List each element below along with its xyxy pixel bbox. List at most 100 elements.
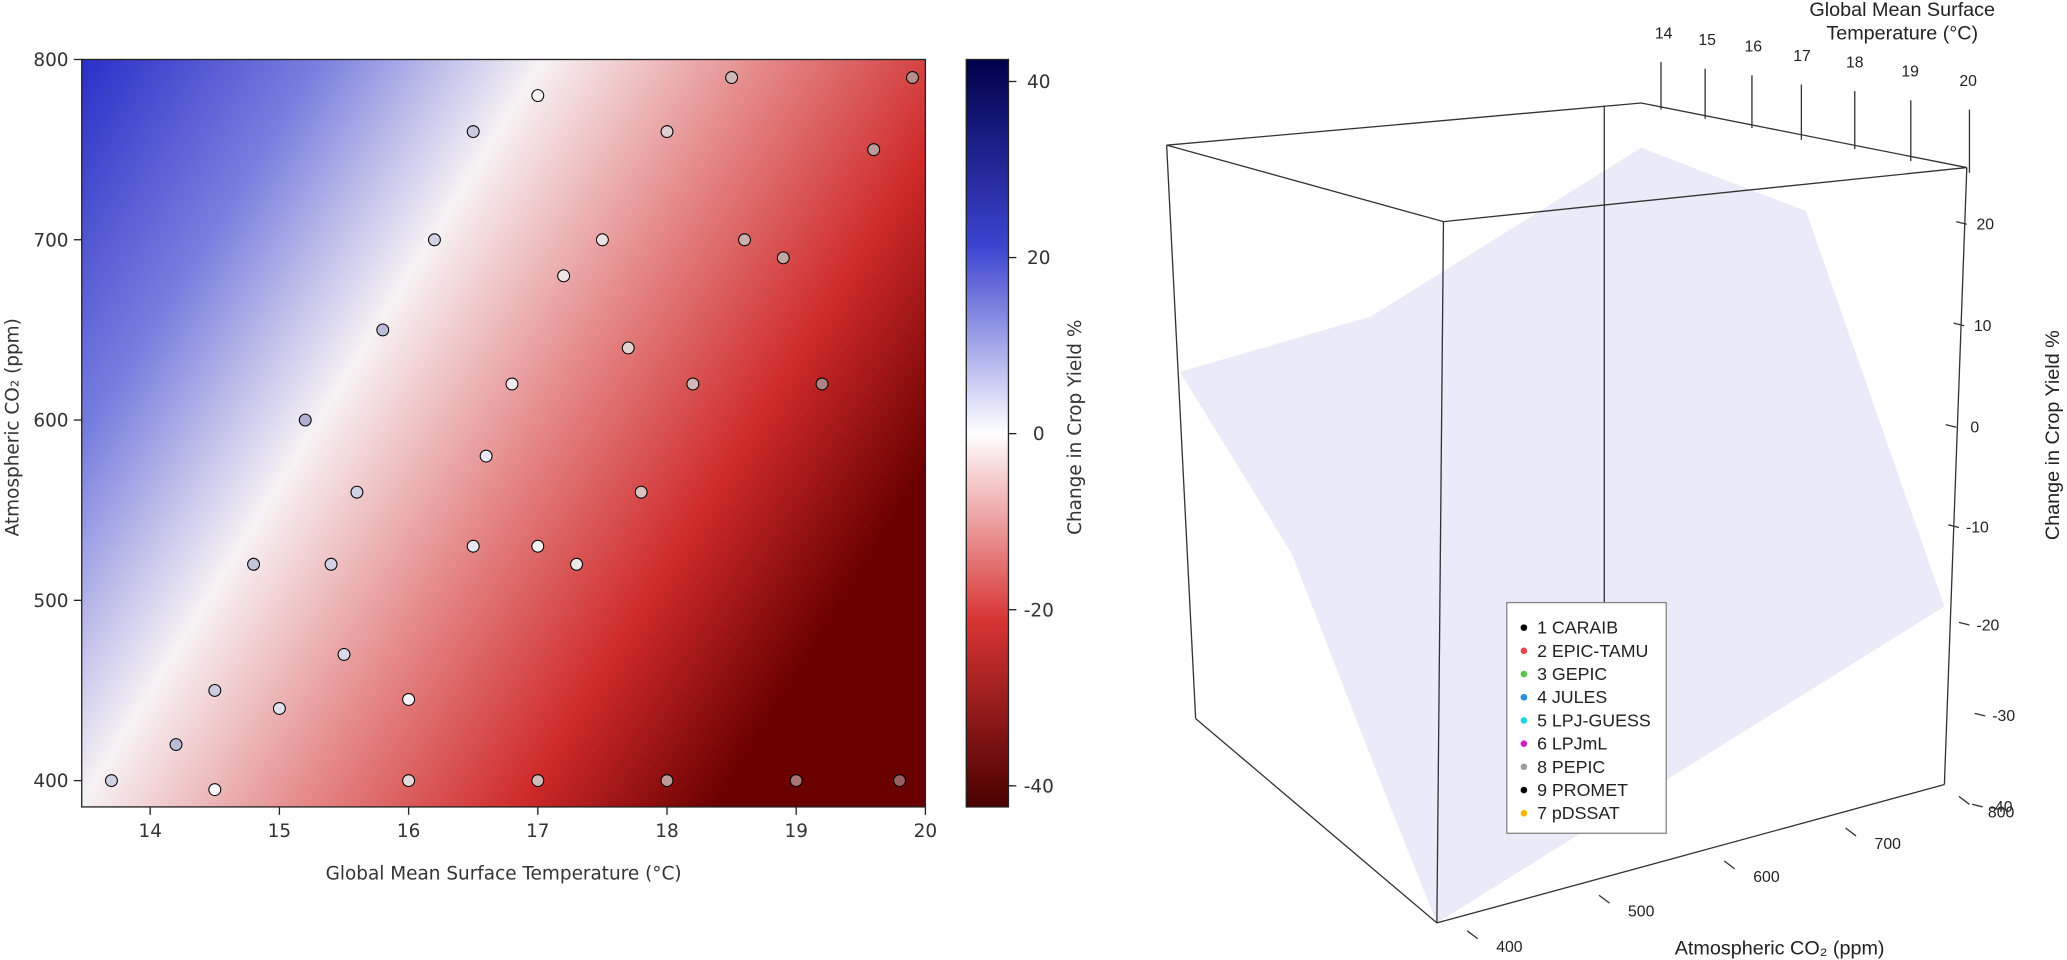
colorbar-tick-label: -40 [1024, 776, 1054, 797]
legend-label: 3 GEPIC [1537, 664, 1607, 684]
y-tick-label: 800 [1988, 804, 2015, 821]
data-point [815, 377, 829, 391]
data-point [686, 377, 700, 391]
box-edge [1943, 167, 1968, 785]
box-edge [1195, 718, 1945, 924]
data-point [595, 233, 609, 247]
data-point [324, 557, 338, 571]
z-tick-label: 20 [1976, 217, 1994, 234]
z-tick [1948, 524, 1960, 529]
z-tick-label: 0 [1970, 420, 1979, 437]
data-point [104, 774, 118, 788]
y-tick [1723, 860, 1736, 870]
z-tick-label: -40 [1990, 799, 2013, 816]
y-tick-label: 500 [33, 591, 68, 612]
y-tick-label: 800 [33, 50, 68, 71]
x-tick-label: 18 [1846, 54, 1864, 71]
data-point [337, 647, 351, 661]
legend-marker [1520, 647, 1528, 655]
legend-label: 4 JULES [1537, 687, 1607, 707]
data-point [505, 377, 519, 391]
data-point [402, 693, 416, 706]
legend-marker [1520, 786, 1528, 794]
y-tick-label: 600 [1753, 869, 1780, 886]
data-point [531, 539, 545, 553]
data-point [402, 774, 416, 788]
legend-marker [1520, 809, 1528, 817]
x-tick-label: 20 [914, 821, 937, 842]
legend: 1 CARAIB 2 EPIC-TAMU 3 GEPIC 4 JULES 5 LPJ-G… [1506, 601, 1667, 834]
right-panel: 1 CARAIB 2 EPIC-TAMU 3 GEPIC 4 JULES 5 LPJ-G… [1165, 0, 2064, 960]
data-point [350, 485, 364, 499]
box-edge [1165, 145, 1197, 719]
legend-marker [1520, 670, 1528, 678]
z-tick-label: -30 [1992, 708, 2015, 725]
legend-label: 9 PROMET [1537, 780, 1628, 800]
data-point [427, 233, 441, 247]
data-point [479, 449, 493, 463]
data-point [557, 269, 571, 283]
x-tick-label: 15 [1698, 32, 1716, 49]
x-tick-label: 19 [784, 821, 807, 842]
box [1165, 102, 1968, 924]
data-point [906, 71, 919, 84]
box-edge [1436, 221, 1445, 923]
x-axis-label: Global Mean Surface [1809, 0, 1995, 21]
colorbar-tick-label: 40 [1027, 72, 1050, 93]
x-tick-label: 17 [526, 821, 549, 842]
z-tick [1953, 322, 1965, 327]
y-tick-label: 500 [1628, 903, 1655, 920]
x-axis-label: Temperature (°C) [1826, 23, 1978, 45]
colorbar-label: Change in Crop Yield % [1065, 320, 1086, 535]
data-point [660, 125, 674, 139]
x-tick-label: 16 [1744, 39, 1762, 56]
data-point [531, 774, 545, 788]
y-tick [1845, 827, 1857, 837]
plot-frame [81, 58, 927, 808]
x-tick-label: 14 [1655, 25, 1673, 42]
z-tick-label: -10 [1966, 520, 1989, 537]
y-tick-label: 700 [33, 230, 68, 251]
y-axis-label: Atmospheric CO₂ (ppm) [2, 318, 23, 536]
z-tick [1971, 803, 1983, 808]
x-tick-label: 18 [655, 821, 678, 842]
colorbar-tick-label: 20 [1027, 248, 1050, 269]
data-point [725, 71, 739, 84]
y-tick-label: 700 [1875, 836, 1902, 853]
left-panel: Global Mean Surface Temperature (°C) Atm… [2, 50, 1086, 884]
legend-marker [1520, 763, 1528, 771]
legend-label: 2 EPIC-TAMU [1537, 641, 1648, 661]
data-point [893, 774, 907, 788]
data-point [298, 413, 312, 427]
data-point [621, 341, 635, 355]
z-tick [1945, 423, 1957, 428]
y-tick-label: 400 [1496, 939, 1523, 956]
yield-field [81, 59, 926, 807]
data-point [776, 251, 790, 265]
data-point [738, 233, 751, 247]
data-point [867, 143, 881, 157]
data-point [789, 774, 803, 788]
data-point [272, 702, 286, 715]
data-point [208, 684, 222, 697]
z-tick-label: -20 [1976, 617, 1999, 634]
legend-label: 1 CARAIB [1537, 618, 1618, 638]
legend-marker [1520, 693, 1528, 701]
data-point [660, 774, 674, 788]
x-tick-label: 14 [138, 821, 161, 842]
y-axis-label: Atmospheric CO₂ (ppm) [1675, 938, 1885, 960]
z-tick [1956, 220, 1967, 225]
colorbar [965, 58, 1010, 808]
data-point [208, 783, 222, 797]
data-point [634, 485, 648, 499]
y-tick [1958, 795, 1970, 805]
legend-marker [1520, 740, 1528, 747]
x-tick-label: 17 [1793, 48, 1811, 65]
x-axis-label: Global Mean Surface Temperature (°C) [326, 863, 682, 884]
data-point [376, 323, 390, 337]
z-axis-label: Change in Crop Yield % [2042, 330, 2064, 540]
legend-box [1506, 601, 1667, 834]
data-point [247, 557, 261, 571]
